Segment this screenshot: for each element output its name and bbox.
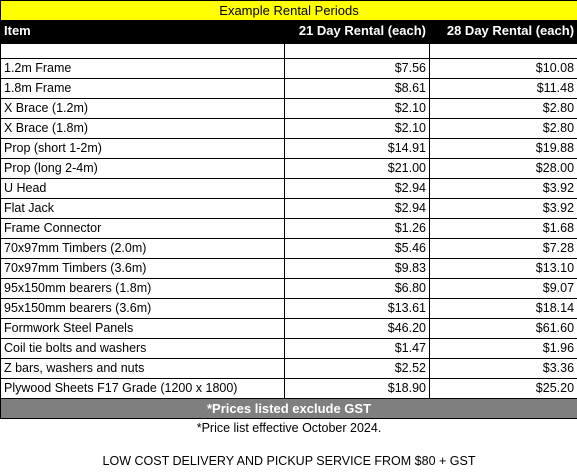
item-name: Flat Jack [1, 199, 285, 219]
price-28-day: $25.20 [430, 379, 577, 399]
table-row: 95x150mm bearers (3.6m)$13.61$18.14 [1, 299, 577, 319]
table-row: Frame Connector$1.26$1.68 [1, 219, 577, 239]
price-21-day: $46.20 [285, 319, 430, 339]
item-name: 70x97mm Timbers (2.0m) [1, 239, 285, 259]
item-name: 95x150mm bearers (3.6m) [1, 299, 285, 319]
spacer-cell [1, 44, 285, 59]
price-21-day: $21.00 [285, 159, 430, 179]
header-28-day: 28 Day Rental (each) [430, 21, 577, 44]
price-28-day: $19.88 [430, 139, 577, 159]
item-name: X Brace (1.8m) [1, 119, 285, 139]
price-28-day: $3.36 [430, 359, 577, 379]
spacer-cell [285, 44, 430, 59]
header-21-day: 21 Day Rental (each) [285, 21, 430, 44]
price-28-day: $18.14 [430, 299, 577, 319]
price-28-day: $1.96 [430, 339, 577, 359]
table-row: 95x150mm bearers (1.8m)$6.80$9.07 [1, 279, 577, 299]
blank [1, 437, 577, 450]
price-28-day: $28.00 [430, 159, 577, 179]
table-row: Formwork Steel Panels$46.20$61.60 [1, 319, 577, 339]
table-row: Plywood Sheets F17 Grade (1200 x 1800)$1… [1, 379, 577, 399]
price-21-day: $1.26 [285, 219, 430, 239]
price-21-day: $2.10 [285, 99, 430, 119]
price-21-day: $5.46 [285, 239, 430, 259]
effective-note: *Price list effective October 2024. [1, 419, 577, 438]
price-28-day: $2.80 [430, 99, 577, 119]
table-row: X Brace (1.2m)$2.10$2.80 [1, 99, 577, 119]
table-row: Z bars, washers and nuts$2.52$3.36 [1, 359, 577, 379]
table-row: Coil tie bolts and washers$1.47$1.96 [1, 339, 577, 359]
item-name: 1.2m Frame [1, 59, 285, 79]
item-name: Z bars, washers and nuts [1, 359, 285, 379]
item-name: Prop (long 2-4m) [1, 159, 285, 179]
item-name: Coil tie bolts and washers [1, 339, 285, 359]
price-28-day: $13.10 [430, 259, 577, 279]
price-21-day: $7.56 [285, 59, 430, 79]
price-21-day: $18.90 [285, 379, 430, 399]
price-28-day: $11.48 [430, 79, 577, 99]
table-row: 1.2m Frame$7.56$10.08 [1, 59, 577, 79]
header-item: Item [1, 21, 285, 44]
table-row: 70x97mm Timbers (2.0m)$5.46$7.28 [1, 239, 577, 259]
item-name: Frame Connector [1, 219, 285, 239]
gst-note: *Prices listed exclude GST [1, 399, 577, 419]
item-name: 70x97mm Timbers (3.6m) [1, 259, 285, 279]
item-name: Prop (short 1-2m) [1, 139, 285, 159]
price-28-day: $7.28 [430, 239, 577, 259]
item-name: X Brace (1.2m) [1, 99, 285, 119]
table-row: Prop (short 1-2m)$14.91$19.88 [1, 139, 577, 159]
price-28-day: $9.07 [430, 279, 577, 299]
price-21-day: $8.61 [285, 79, 430, 99]
item-name: 95x150mm bearers (1.8m) [1, 279, 285, 299]
item-name: Plywood Sheets F17 Grade (1200 x 1800) [1, 379, 285, 399]
price-21-day: $6.80 [285, 279, 430, 299]
gst-note-row: *Prices listed exclude GST [1, 399, 577, 419]
price-28-day: $1.68 [430, 219, 577, 239]
price-21-day: $2.10 [285, 119, 430, 139]
price-21-day: $2.52 [285, 359, 430, 379]
table-row: 1.8m Frame$8.61$11.48 [1, 79, 577, 99]
price-28-day: $3.92 [430, 179, 577, 199]
header-row: Item 21 Day Rental (each) 28 Day Rental … [1, 21, 577, 44]
table-row: U Head$2.94$3.92 [1, 179, 577, 199]
delivery-note-row: LOW COST DELIVERY AND PICKUP SERVICE FRO… [1, 450, 577, 472]
spacer-cell [430, 44, 577, 59]
table-row: X Brace (1.8m)$2.10$2.80 [1, 119, 577, 139]
title-row: Example Rental Periods [1, 1, 577, 21]
price-21-day: $9.83 [285, 259, 430, 279]
price-21-day: $14.91 [285, 139, 430, 159]
item-name: U Head [1, 179, 285, 199]
price-28-day: $10.08 [430, 59, 577, 79]
price-28-day: $2.80 [430, 119, 577, 139]
price-28-day: $61.60 [430, 319, 577, 339]
item-name: 1.8m Frame [1, 79, 285, 99]
delivery-note: LOW COST DELIVERY AND PICKUP SERVICE FRO… [1, 450, 577, 472]
table-row: Flat Jack$2.94$3.92 [1, 199, 577, 219]
price-21-day: $2.94 [285, 179, 430, 199]
item-name: Formwork Steel Panels [1, 319, 285, 339]
table-row: Prop (long 2-4m)$21.00$28.00 [1, 159, 577, 179]
price-28-day: $3.92 [430, 199, 577, 219]
price-21-day: $13.61 [285, 299, 430, 319]
blank-row [1, 437, 577, 450]
table-title: Example Rental Periods [1, 1, 577, 21]
spacer-row [1, 44, 577, 59]
table-row: 70x97mm Timbers (3.6m)$9.83$13.10 [1, 259, 577, 279]
price-21-day: $2.94 [285, 199, 430, 219]
effective-note-row: *Price list effective October 2024. [1, 419, 577, 438]
price-21-day: $1.47 [285, 339, 430, 359]
